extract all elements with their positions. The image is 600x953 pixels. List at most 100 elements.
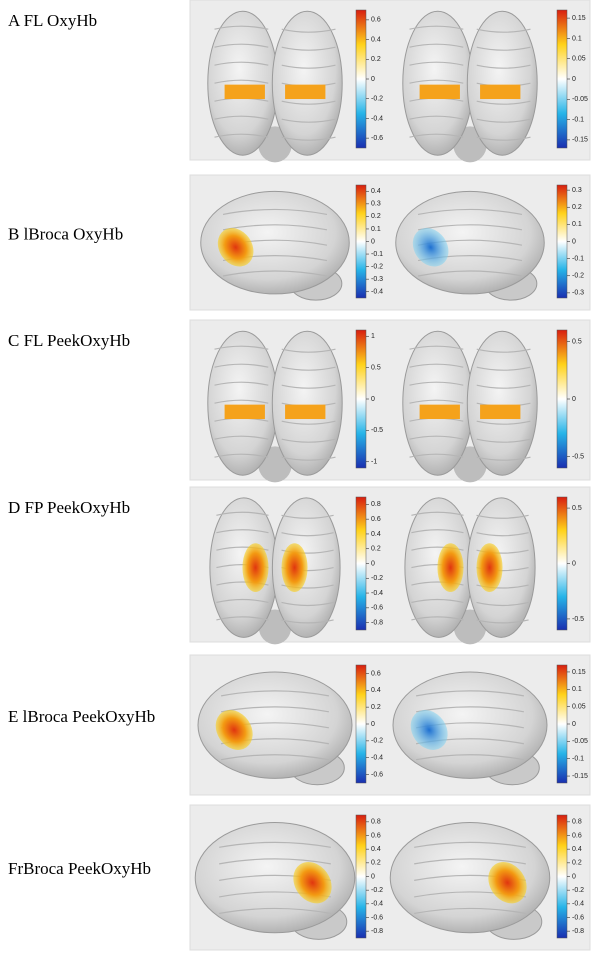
brain xyxy=(194,822,356,940)
sulcus xyxy=(214,345,336,353)
colorbar-tick-label: -0.2 xyxy=(371,738,383,745)
activation xyxy=(293,861,332,904)
sulcus xyxy=(214,133,336,141)
activation xyxy=(480,404,521,420)
colorbar-tick-label: 0 xyxy=(371,560,375,567)
colorbar-tick-label: 0 xyxy=(572,396,576,403)
sulcus xyxy=(214,363,336,371)
brain xyxy=(197,671,353,786)
colorbar-tick-label: 0 xyxy=(572,873,576,880)
colorbar-tick-label: 0.2 xyxy=(371,546,381,553)
sulcus xyxy=(414,907,526,915)
colorbar-tick-label: 0.8 xyxy=(371,819,381,826)
colorbar-tick-label: 0.1 xyxy=(371,226,381,233)
colorbar-tick-label: -1 xyxy=(371,459,377,466)
sulcus xyxy=(409,345,531,353)
colorbar-tick-label: 0.15 xyxy=(572,669,586,676)
colorbar-tick-label: 0 xyxy=(371,76,375,83)
colorbar-tick-label: -0.1 xyxy=(572,756,584,763)
cortex xyxy=(194,822,356,934)
activation xyxy=(224,84,265,100)
activation xyxy=(281,543,308,593)
sulcus xyxy=(415,690,525,697)
colorbar-tick-label: -0.3 xyxy=(371,276,383,283)
colorbar xyxy=(355,664,367,784)
colorbar-tick-label: -0.4 xyxy=(371,901,383,908)
colorbar-tick-label: -0.5 xyxy=(572,453,584,460)
sulcus xyxy=(411,529,529,537)
sulcus xyxy=(409,133,531,141)
sulcus xyxy=(214,435,336,443)
panel-label: E lBroca PeekOxyHb xyxy=(8,707,155,726)
brain xyxy=(392,671,548,786)
colorbar-tick-label: 1 xyxy=(371,333,375,340)
sulcus xyxy=(214,115,336,123)
sulcus xyxy=(219,841,331,848)
colorbar-tick-label: -0.1 xyxy=(371,251,383,258)
colorbar-tick-label: -0.6 xyxy=(371,135,383,142)
colorbar-tick-label: -0.05 xyxy=(572,738,588,745)
sulcus xyxy=(417,208,523,216)
sulcus xyxy=(216,598,334,607)
sulcus xyxy=(409,115,531,123)
panel-label: D FP PeekOxyHb xyxy=(8,498,130,517)
colorbar-tick-label: 0 xyxy=(371,873,375,880)
colorbar-tick-label: 0.3 xyxy=(572,187,582,194)
panel-label: C FL PeekOxyHb xyxy=(8,331,130,350)
activation xyxy=(476,543,503,593)
colorbar-tick-label: -0.15 xyxy=(572,773,588,780)
activation xyxy=(217,228,254,267)
hemisphere xyxy=(466,330,538,476)
colorbar-tick-label: -0.4 xyxy=(371,755,383,762)
activation xyxy=(419,84,460,100)
colorbar-tick-label: 0.2 xyxy=(371,56,381,63)
sulcus xyxy=(220,706,330,713)
panel-label: FrBroca PeekOxyHb xyxy=(8,859,151,878)
colorbar xyxy=(355,329,367,469)
sulcus xyxy=(411,511,529,519)
colorbar-tick-label: 0 xyxy=(371,396,375,403)
colorbar-tick-label: 0.15 xyxy=(572,15,586,22)
colorbar-tick-label: -0.2 xyxy=(371,263,383,270)
colorbar-tick-label: -0.2 xyxy=(572,273,584,280)
activation xyxy=(410,710,448,750)
sulcus xyxy=(216,529,334,537)
colorbar-tick-label: -0.1 xyxy=(572,255,584,262)
panel-label: A FL OxyHb xyxy=(8,11,97,30)
colorbar xyxy=(355,814,367,939)
colorbar xyxy=(556,664,568,784)
brain xyxy=(402,10,538,163)
colorbar-tick-label: -0.8 xyxy=(572,928,584,935)
brain xyxy=(389,822,551,940)
hemisphere xyxy=(271,330,343,476)
colorbar-tick-label: 0.4 xyxy=(371,531,381,538)
colorbar-tick-label: -0.8 xyxy=(371,928,383,935)
sulcus xyxy=(417,224,523,231)
colorbar-tick-label: -0.2 xyxy=(371,887,383,894)
brain xyxy=(207,330,343,483)
colorbar-tick-label: 0.05 xyxy=(572,703,586,710)
activation xyxy=(224,404,265,420)
sulcus xyxy=(417,270,523,277)
colorbar-tick-label: 0.4 xyxy=(572,846,582,853)
colorbar-tick-label: 0.2 xyxy=(572,204,582,211)
activation xyxy=(488,861,527,904)
sulcus xyxy=(409,61,531,69)
colorbar-tick-label: 0 xyxy=(572,560,576,567)
colorbar-tick-label: 0 xyxy=(572,238,576,245)
sulcus xyxy=(219,907,331,915)
colorbar-tick-label: -0.5 xyxy=(371,427,383,434)
colorbar-tick-label: 0.1 xyxy=(572,221,582,228)
colorbar-tick-label: -0.4 xyxy=(572,901,584,908)
colorbar-tick-label: -0.1 xyxy=(572,116,584,123)
colorbar-tick-label: -0.4 xyxy=(371,115,383,122)
colorbar-tick-label: -0.2 xyxy=(572,887,584,894)
colorbar-tick-label: -0.6 xyxy=(371,771,383,778)
sulcus xyxy=(216,616,334,624)
colorbar-tick-label: 0.4 xyxy=(371,36,381,43)
brain xyxy=(200,190,350,301)
sulcus xyxy=(219,858,331,865)
colorbar xyxy=(556,9,568,149)
sulcus xyxy=(411,598,529,607)
